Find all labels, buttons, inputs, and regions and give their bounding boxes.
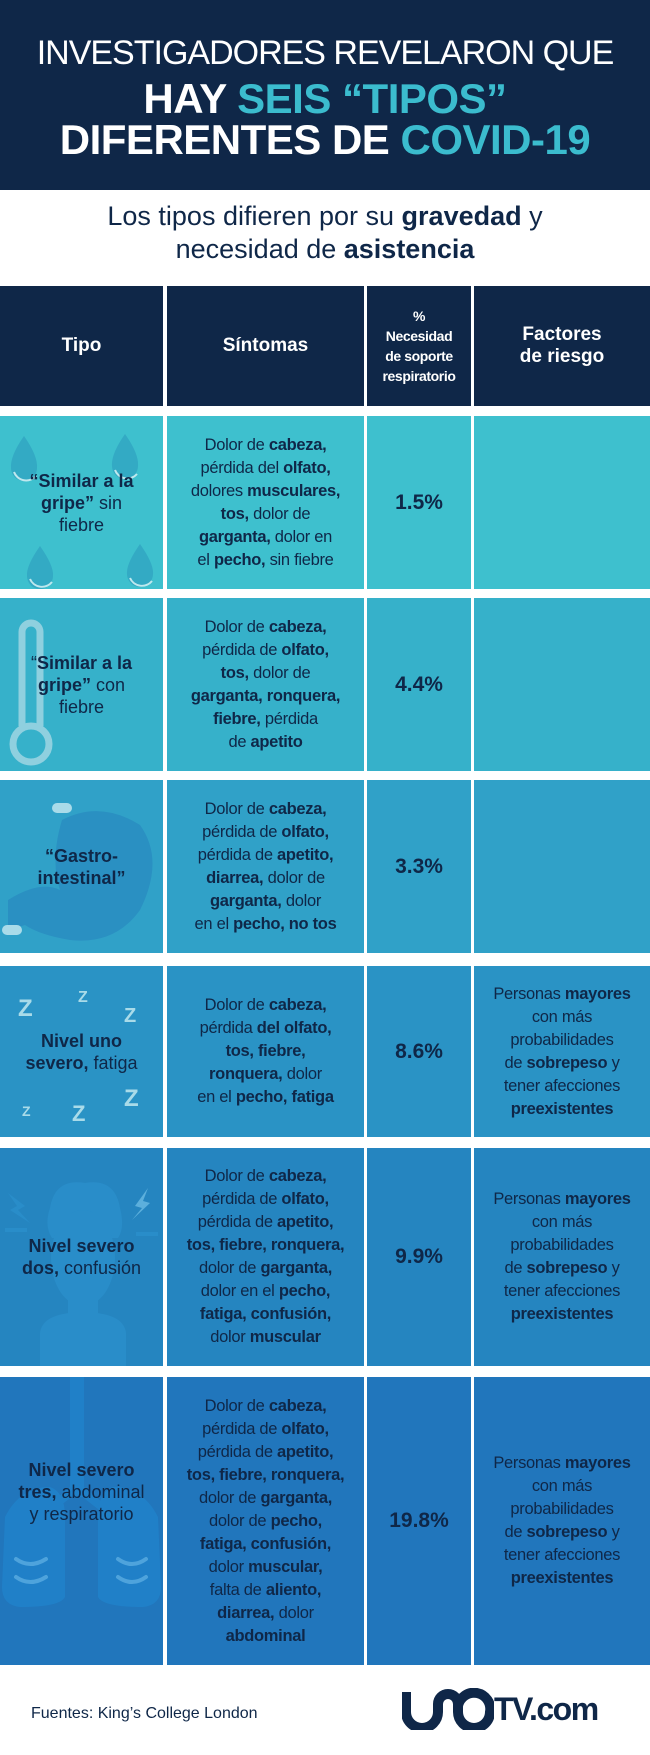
subtitle-text: y (521, 201, 543, 231)
table-row: Z Z Z Z Z Z Nivel uno severo, fatiga Dolo… (0, 966, 650, 1137)
column-header-factores-line: de riesgo (519, 346, 605, 367)
tipo-label: Nivel severo tres, abdominal y respiratori… (18, 1460, 145, 1524)
thermometer-icon (9, 619, 53, 766)
title-line-3: DIFERENTES DE COVID-19 (0, 117, 650, 163)
title-line-2-accent: SEIS “TIPOS” (237, 75, 507, 122)
porcentaje-value: 4.4% (395, 672, 443, 696)
column-header-pct-line: respiratorio (382, 368, 456, 384)
source-credit: Fuentes: King’s College London (31, 1705, 258, 1722)
column-header-pct-line: de soporte (385, 348, 453, 364)
title-line-3-accent: COVID-19 (400, 116, 591, 163)
percent-symbol: % (412, 308, 426, 324)
sintomas-text: Dolor de cabeza, pérdida de olfato, pérdid… (186, 1167, 345, 1346)
column-header-sintomas: Síntomas (167, 286, 364, 406)
sintomas-text: Dolor de cabeza, pérdida de olfato, tos, d… (190, 617, 341, 751)
cell-sintomas: Dolor de cabeza, pérdida de olfato, pérdid… (167, 1148, 364, 1366)
table-header-row: Tipo Síntomas % Necesidad de soporte res… (0, 286, 650, 406)
column-header-porcentaje: % Necesidad de soporte respiratorio (367, 286, 471, 406)
uno-logo-mark-icon (402, 1688, 494, 1730)
tipo-label: “Similar a la gripe” sin fiebre (29, 470, 134, 535)
stomach-icon (2, 802, 153, 941)
sintomas-text: Dolor de cabeza, pérdida de olfato, pérdid… (194, 799, 337, 933)
cell-tipo: “Similar a la gripe” sin fiebre (0, 416, 163, 589)
sintomas-text: Dolor de cabeza, pérdida de olfato, pérdid… (186, 1396, 345, 1645)
subtitle-bold-gravedad: gravedad (401, 201, 522, 231)
porcentaje-value: 9.9% (395, 1245, 443, 1268)
title-line-1: INVESTIGADORES REVELARON QUE (36, 34, 615, 72)
subtitle-text: necesidad de (175, 234, 344, 264)
factores-text: Personas mayores con más probabilidades de … (493, 984, 631, 1118)
cell-porcentaje: 9.9% (367, 1148, 471, 1366)
lungs-icon (2, 1377, 161, 1607)
cell-tipo: Nivel severo tres, abdominal y respiratori… (0, 1377, 163, 1665)
cell-porcentaje: 19.8% (367, 1377, 471, 1665)
subtitle-text: Los tipos difieren por su (107, 201, 402, 231)
subtitle-bold-asistencia: asistencia (343, 234, 475, 264)
porcentaje-value: 1.5% (395, 490, 443, 514)
table-row: Nivel severo dos, confusión Dolor de cabe… (0, 1148, 650, 1366)
column-header-tipo: Tipo (0, 286, 163, 406)
title-line-3-plain: DIFERENTES DE (59, 116, 401, 163)
cell-sintomas: Dolor de cabeza, pérdida del olfato, dolor… (167, 416, 364, 589)
cell-factores (474, 416, 650, 589)
column-header-factores-line: Factores (522, 324, 602, 345)
svg-text:Z: Z (124, 1005, 136, 1027)
logo-text: TV.com (494, 1691, 599, 1727)
svg-text:Z: Z (124, 1085, 139, 1112)
cell-sintomas: Dolor de cabeza, pérdida de olfato, tos, d… (167, 598, 364, 771)
sintomas-text: Dolor de cabeza, pérdida del olfato, tos, … (197, 996, 334, 1106)
cell-factores: Personas mayores con más probabilidades de … (474, 1148, 650, 1366)
porcentaje-value: 8.6% (395, 1039, 443, 1063)
svg-text:Z: Z (22, 1103, 31, 1119)
cell-tipo: Nivel severo dos, confusión (0, 1148, 163, 1366)
cell-sintomas: Dolor de cabeza, pérdida de olfato, pérdid… (167, 780, 364, 953)
sintomas-text: Dolor de cabeza, pérdida del olfato, dolor… (190, 435, 341, 569)
factores-text: Personas mayores con más probabilidades de … (493, 1190, 631, 1323)
cell-factores: Personas mayores con más probabilidades de … (474, 1377, 650, 1665)
unotv-logo[interactable]: TV.com (402, 1688, 624, 1730)
tipo-label: “Gastro-intestinal” (37, 845, 126, 888)
factores-text: Personas mayores con más probabilidades de … (493, 1454, 631, 1587)
subtitle: Los tipos difieren por su gravedad y nec… (0, 200, 650, 266)
water-drop-icon (10, 434, 154, 589)
cell-factores (474, 780, 650, 953)
tipo-label: Nivel severo dos, confusión (21, 1236, 142, 1278)
porcentaje-value: 3.3% (395, 854, 443, 878)
table-row: “Similar a la gripe” con fiebre Dolor de c… (0, 598, 650, 771)
table-row: Nivel severo tres, abdominal y respiratori… (0, 1377, 650, 1665)
subtitle-line-2: necesidad de asistencia (0, 233, 650, 266)
cell-porcentaje: 8.6% (367, 966, 471, 1137)
confused-person-icon (5, 1182, 158, 1366)
cell-sintomas: Dolor de cabeza, pérdida del olfato, tos, … (167, 966, 364, 1137)
column-header-pct-line: Necesidad (385, 328, 453, 344)
subtitle-line-1: Los tipos difieren por su gravedad y (0, 200, 650, 233)
cell-sintomas: Dolor de cabeza, pérdida de olfato, pérdid… (167, 1377, 364, 1665)
tipo-label: Nivel uno severo, fatiga (25, 1030, 138, 1073)
cell-porcentaje: 3.3% (367, 780, 471, 953)
svg-text:Z: Z (72, 1101, 85, 1126)
cell-tipo: Z Z Z Z Z Z Nivel uno severo, fatiga (0, 966, 163, 1137)
cell-porcentaje: 1.5% (367, 416, 471, 589)
svg-text:Z: Z (78, 989, 88, 1006)
title-line-2-plain: HAY (143, 75, 238, 122)
title-line-2: HAY SEIS “TIPOS” (0, 76, 650, 122)
cell-factores (474, 598, 650, 771)
cell-factores: Personas mayores con más probabilidades de … (474, 966, 650, 1137)
table-row: “Similar a la gripe” sin fiebre Dolor de c… (0, 416, 650, 589)
column-header-factores: Factores de riesgo (474, 286, 650, 406)
cell-tipo: “Similar a la gripe” con fiebre (0, 598, 163, 771)
svg-text:Z: Z (18, 995, 33, 1022)
cell-porcentaje: 4.4% (367, 598, 471, 771)
tipo-label: “Similar a la gripe” con fiebre (30, 652, 133, 717)
title-banner: INVESTIGADORES REVELARON QUE HAY SEIS “T… (0, 0, 650, 190)
porcentaje-value: 19.8% (389, 1509, 449, 1532)
sleep-z-icon: Z Z Z Z Z Z (18, 989, 139, 1126)
table-row: “Gastro-intestinal” Dolor de cabeza, pérd… (0, 780, 650, 953)
cell-tipo: “Gastro-intestinal” (0, 780, 163, 953)
